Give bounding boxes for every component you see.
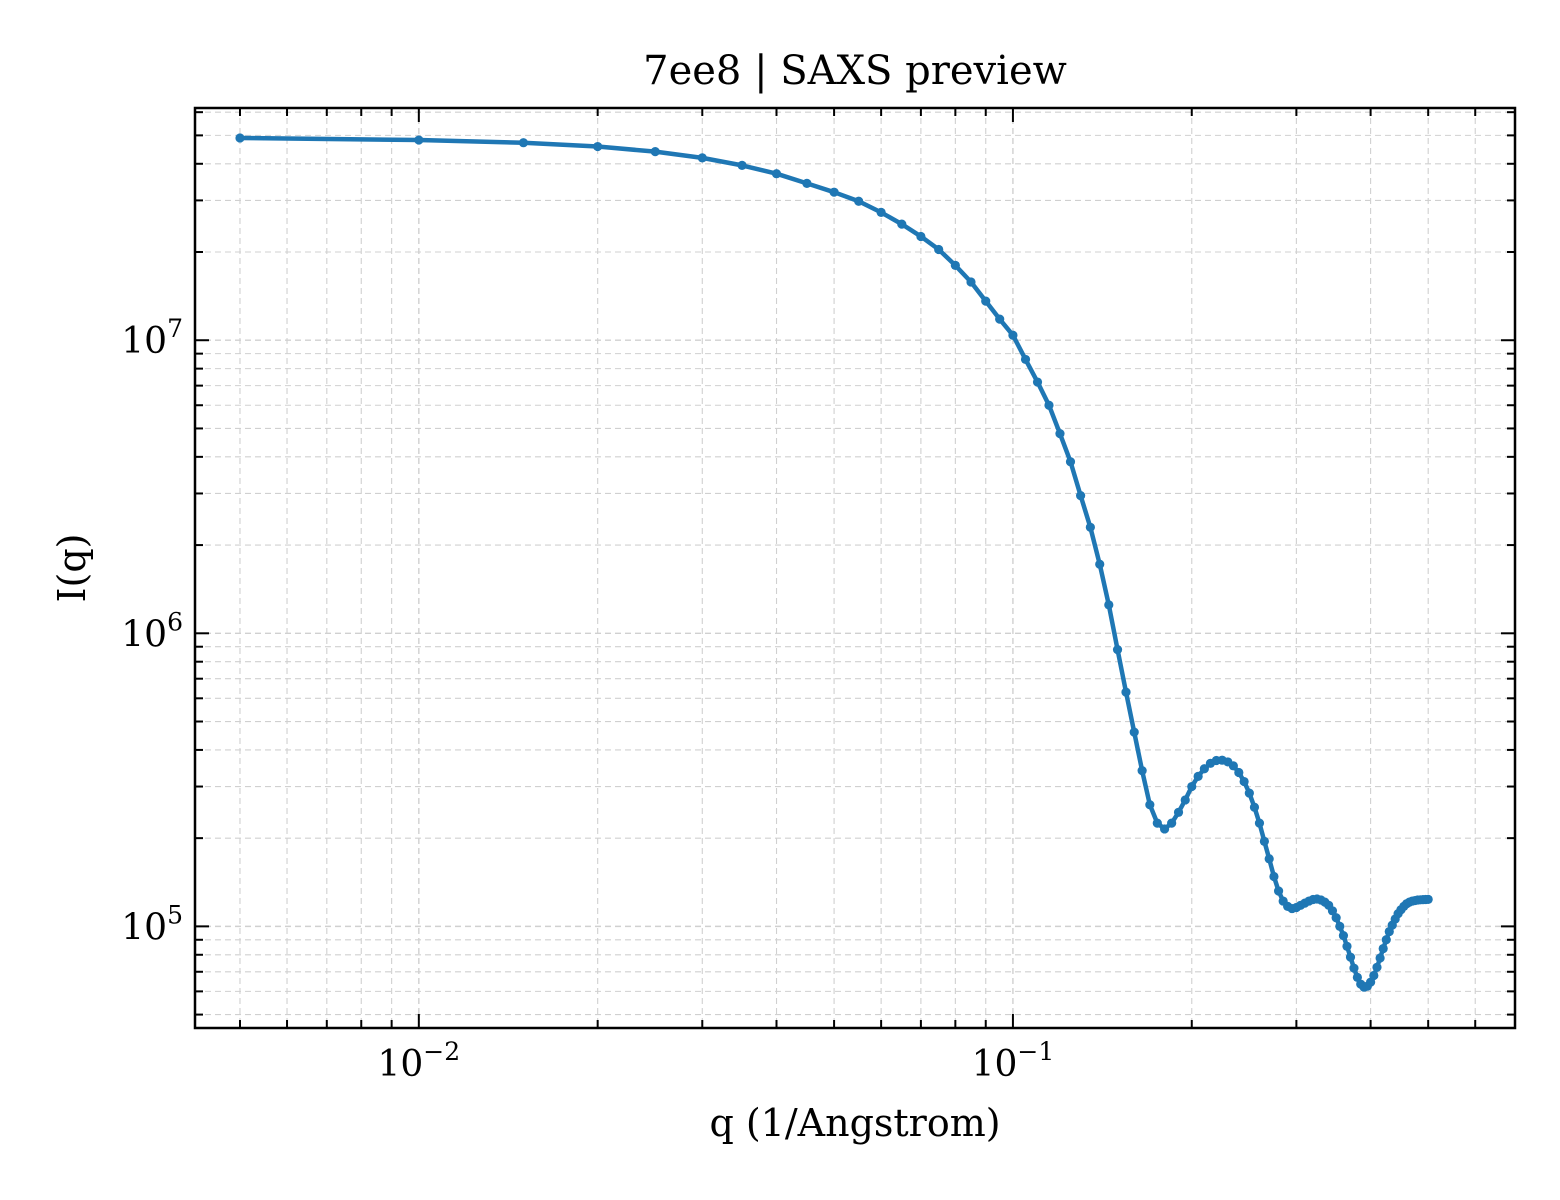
data-point: [1345, 952, 1356, 962]
data-point: [1228, 761, 1238, 771]
x-tick-label: 10−1: [972, 1037, 1055, 1085]
data-point: [1264, 854, 1274, 864]
data-point: [1369, 970, 1379, 981]
data-point: [771, 169, 782, 179]
y-tick-label: 107: [121, 314, 183, 362]
data-point: [897, 219, 907, 229]
data-point: [650, 147, 660, 157]
data-point: [1273, 886, 1284, 896]
x-axis-label: q (1/Angstrom): [709, 1101, 1000, 1145]
data-point: [1244, 788, 1254, 798]
data-point: [966, 277, 976, 287]
data-point: [1020, 354, 1031, 365]
data-point: [697, 153, 707, 163]
data-point: [934, 244, 944, 255]
data-point: [854, 196, 864, 206]
data-point: [950, 260, 960, 271]
data-point: [1249, 802, 1260, 812]
data-series: [235, 133, 1433, 992]
data-point: [995, 314, 1005, 324]
data-point: [1239, 776, 1249, 787]
data-point: [1104, 600, 1114, 610]
data-point: [235, 133, 245, 143]
data-point: [981, 296, 991, 306]
data-point: [1129, 727, 1139, 737]
data-point: [1159, 824, 1170, 834]
data-point: [802, 178, 812, 188]
data-point: [1375, 953, 1385, 963]
data-point: [1032, 377, 1043, 387]
data-point: [737, 160, 747, 170]
data-point: [1338, 931, 1349, 941]
data-point: [518, 138, 529, 148]
data-point: [1095, 559, 1105, 569]
data-point: [1180, 795, 1190, 805]
data-point: [1137, 766, 1147, 776]
data-point: [1121, 687, 1131, 697]
data-point: [1085, 522, 1095, 532]
data-point: [1331, 913, 1341, 923]
data-point: [414, 135, 424, 145]
data-point: [1259, 836, 1269, 846]
data-point: [1193, 771, 1203, 781]
series-line: [237, 135, 1431, 990]
data-point: [1112, 644, 1123, 655]
data-point: [1187, 781, 1197, 792]
data-point: [1173, 807, 1184, 817]
data-point: [1381, 935, 1391, 945]
data-point: [1327, 906, 1338, 916]
data-point: [1152, 818, 1162, 828]
y-tick-label: 106: [121, 607, 183, 655]
data-point: [1378, 943, 1388, 954]
data-point: [1145, 800, 1155, 810]
data-point: [1167, 818, 1177, 828]
data-point: [1008, 330, 1018, 340]
y-tick-label: 105: [121, 900, 183, 948]
chart-title: 7ee8 | SAXS preview: [643, 48, 1067, 94]
data-point: [1065, 457, 1076, 467]
data-point: [916, 231, 926, 242]
data-point: [1199, 764, 1209, 774]
data-point: [1234, 767, 1244, 778]
data-point: [1055, 429, 1065, 439]
data-point: [1335, 921, 1345, 931]
data-point: [1044, 400, 1054, 410]
y-axis-label: I(q): [50, 534, 94, 603]
data-point: [1423, 894, 1433, 905]
axis-ticks: 10−2 10−1 105 106 107: [121, 108, 1515, 1085]
data-point: [829, 187, 839, 197]
data-point: [1372, 962, 1382, 972]
data-point: [1352, 972, 1362, 982]
data-point: [1349, 963, 1359, 973]
data-point: [876, 207, 886, 217]
data-point: [1254, 818, 1265, 828]
data-point: [1076, 491, 1086, 501]
data-point: [1269, 871, 1279, 882]
data-point: [593, 141, 603, 152]
data-point: [1342, 941, 1352, 951]
plot-frame: [193, 106, 1517, 1030]
x-tick-label: 10−2: [377, 1037, 460, 1085]
